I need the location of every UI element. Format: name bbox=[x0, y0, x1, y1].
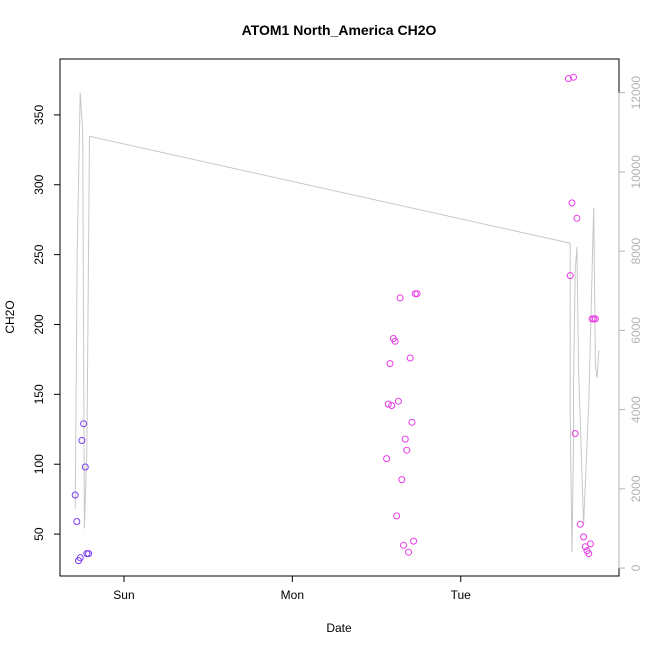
data-point bbox=[406, 354, 414, 362]
data-point bbox=[81, 463, 89, 471]
y-axis-label: CH2O bbox=[3, 300, 17, 333]
y-tick-label: 200 bbox=[32, 314, 46, 334]
y-tick-label: 250 bbox=[32, 244, 46, 264]
data-point bbox=[566, 272, 574, 280]
data-point bbox=[568, 199, 576, 207]
data-point bbox=[581, 543, 589, 551]
y2-tick-label: 8000 bbox=[629, 237, 643, 264]
y-tick-label: 50 bbox=[32, 527, 46, 541]
x-tick-label: Sun bbox=[113, 588, 134, 602]
y2-tick-label: 4000 bbox=[629, 396, 643, 423]
data-point bbox=[571, 430, 579, 437]
data-point bbox=[393, 512, 401, 520]
data-point bbox=[73, 518, 81, 525]
data-point bbox=[408, 418, 416, 426]
data-point bbox=[586, 540, 594, 548]
data-point bbox=[386, 360, 394, 368]
line-layer bbox=[74, 92, 600, 553]
data-point bbox=[76, 554, 84, 562]
x-tick-label: Tue bbox=[451, 588, 472, 602]
data-point bbox=[413, 290, 421, 298]
data-point bbox=[391, 337, 399, 345]
data-point bbox=[71, 491, 79, 499]
data-point bbox=[403, 446, 411, 454]
data-point bbox=[384, 400, 392, 408]
y-tick-label: 300 bbox=[32, 174, 46, 194]
data-point bbox=[591, 315, 599, 323]
data-point bbox=[401, 435, 409, 443]
x-tick-label: Mon bbox=[281, 588, 304, 602]
data-point bbox=[85, 550, 93, 558]
data-point bbox=[410, 537, 418, 545]
data-point bbox=[394, 397, 402, 405]
y-tick-label: 350 bbox=[32, 105, 46, 125]
x-axis-label: Date bbox=[326, 621, 352, 635]
points-layer bbox=[71, 73, 599, 565]
y2-tick-label: 6000 bbox=[629, 317, 643, 344]
data-point bbox=[580, 533, 588, 541]
y-tick-label: 150 bbox=[32, 384, 46, 404]
data-point bbox=[383, 455, 391, 463]
data-point bbox=[398, 476, 406, 484]
y2-tick-label: 2000 bbox=[629, 475, 643, 502]
right-axis-series-line bbox=[74, 92, 600, 553]
data-point bbox=[400, 541, 407, 549]
right-y-axis: 0 2000 4000 6000 8000 10000 12000 bbox=[618, 76, 643, 571]
data-point bbox=[573, 214, 581, 222]
data-point bbox=[80, 420, 88, 428]
y2-tick-label: 12000 bbox=[629, 76, 643, 110]
data-point bbox=[585, 550, 593, 558]
data-point bbox=[565, 75, 572, 83]
data-point bbox=[388, 402, 396, 409]
y2-tick-label: 10000 bbox=[629, 155, 643, 189]
data-point bbox=[396, 294, 404, 302]
y2-tick-label: 0 bbox=[629, 564, 643, 571]
data-point bbox=[570, 73, 577, 81]
y-tick-label: 100 bbox=[32, 454, 46, 474]
left-y-axis: 50 100 150 200 250 300 350 bbox=[32, 105, 60, 541]
data-point bbox=[576, 520, 584, 528]
x-axis: Sun Mon Tue bbox=[113, 576, 471, 602]
data-point bbox=[78, 437, 86, 444]
chart-title: ATOM1 North_America CH2O bbox=[242, 22, 437, 38]
data-point bbox=[405, 548, 412, 556]
